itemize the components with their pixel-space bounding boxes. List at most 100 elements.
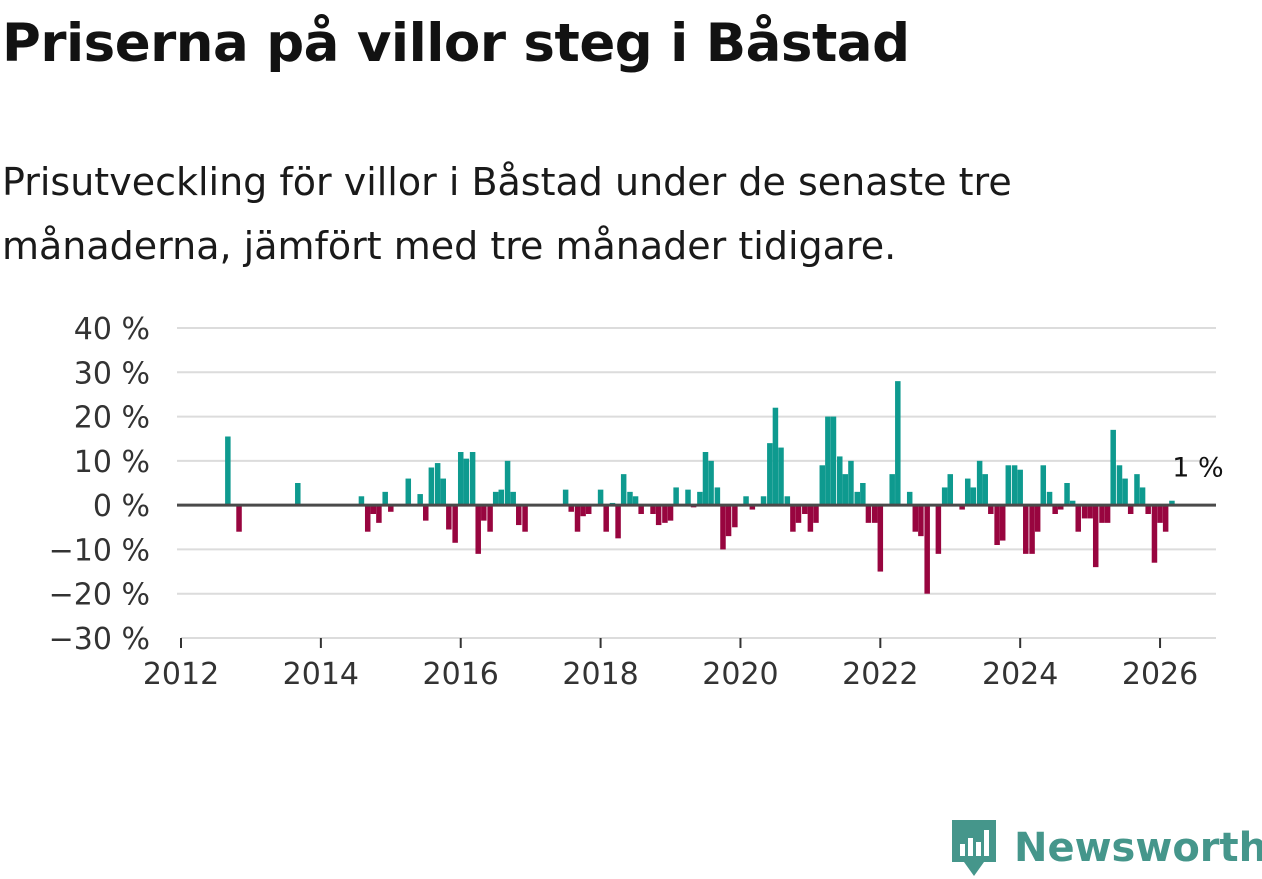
bar <box>1034 505 1041 532</box>
bar <box>877 505 884 572</box>
bar <box>743 496 749 506</box>
y-tick-label: −30 % <box>49 622 150 657</box>
bar <box>580 505 586 517</box>
bar <box>959 505 965 510</box>
bar <box>714 487 721 506</box>
bar <box>732 505 738 528</box>
bar <box>1040 465 1047 506</box>
bar <box>837 456 843 506</box>
bar <box>889 474 895 506</box>
bar <box>825 416 831 506</box>
grid-lines <box>177 327 1216 595</box>
brand-logo: Newsworthy <box>950 818 1262 878</box>
bar <box>574 505 581 532</box>
y-tick-label: −20 % <box>49 578 150 613</box>
bar <box>358 496 365 506</box>
x-tick-label: 2018 <box>562 657 638 692</box>
bar <box>802 505 808 514</box>
bar <box>1029 505 1035 554</box>
bar <box>767 443 773 506</box>
x-tick-label: 2012 <box>143 657 219 692</box>
page-subtitle: Prisutveckling för villor i Båstad under… <box>2 160 1012 268</box>
bar <box>725 505 732 537</box>
bar <box>865 505 872 523</box>
bar <box>1069 500 1076 506</box>
bar <box>976 460 983 506</box>
x-tick-label: 2026 <box>1122 657 1198 692</box>
bar <box>423 505 429 521</box>
bar <box>295 483 301 506</box>
bar <box>1162 505 1169 532</box>
y-tick-label: 10 % <box>74 445 150 480</box>
bar <box>1151 505 1158 563</box>
bar <box>1104 505 1111 523</box>
bar <box>778 447 784 506</box>
bar <box>854 491 860 506</box>
bar <box>481 505 487 521</box>
bar <box>446 505 452 530</box>
bar <box>697 491 703 506</box>
bar <box>813 505 819 523</box>
bar <box>1127 505 1134 514</box>
bar <box>1099 505 1105 523</box>
bar <box>469 452 476 506</box>
bar <box>457 452 464 506</box>
bar <box>1116 465 1123 506</box>
y-tick-label: 0 % <box>93 489 150 524</box>
x-tick-label: 2024 <box>982 657 1058 692</box>
y-tick-label: −10 % <box>49 533 150 568</box>
x-axis: 2012 2014 2016 2018 2020 2022 2024 2026 <box>143 503 1216 692</box>
x-tick-label: 2020 <box>702 657 778 692</box>
y-tick-label: 20 % <box>74 401 150 436</box>
x-tick-label: 2016 <box>423 657 499 692</box>
bar <box>1087 505 1093 519</box>
bar <box>655 505 662 526</box>
bar <box>370 505 377 514</box>
bar <box>463 458 470 506</box>
bar <box>720 505 726 550</box>
bar <box>749 505 756 510</box>
bars <box>225 381 1175 594</box>
bar <box>941 487 948 506</box>
bar <box>597 489 604 506</box>
y-tick-label: 40 % <box>74 312 150 347</box>
bar <box>895 381 901 506</box>
bar <box>988 505 994 514</box>
bar <box>388 505 394 512</box>
bar <box>1017 469 1023 506</box>
bar <box>760 496 767 506</box>
bar <box>522 505 528 532</box>
bar <box>434 463 441 506</box>
bar <box>492 491 499 506</box>
bar <box>784 496 791 506</box>
bar <box>673 487 679 506</box>
bar <box>627 491 633 506</box>
bar <box>842 474 849 506</box>
bar <box>790 505 796 532</box>
bar <box>982 474 988 506</box>
bar <box>1052 505 1058 514</box>
brand-name: Newsworthy <box>1014 825 1262 871</box>
bar <box>947 474 954 506</box>
bar <box>516 505 522 526</box>
bar <box>871 505 878 523</box>
bar <box>650 505 656 514</box>
bar <box>620 474 627 506</box>
bar <box>848 460 854 506</box>
bar <box>924 505 930 594</box>
last-value-label: 1 % <box>1172 453 1223 484</box>
bar <box>667 505 674 521</box>
bar <box>1075 505 1081 532</box>
bar <box>632 496 639 506</box>
bar <box>364 505 371 532</box>
x-tick-label: 2022 <box>842 657 918 692</box>
y-axis-tick-labels: 40 % 30 % 20 % 10 % 0 % −10 % −20 % −30 % <box>49 312 150 657</box>
bar <box>994 505 1000 545</box>
bar <box>912 505 919 532</box>
bar <box>376 505 382 523</box>
bar <box>428 467 435 506</box>
bar <box>1122 478 1128 506</box>
bar <box>498 489 505 506</box>
y-tick-label: 30 % <box>74 356 150 391</box>
x-tick-label: 2014 <box>283 657 359 692</box>
